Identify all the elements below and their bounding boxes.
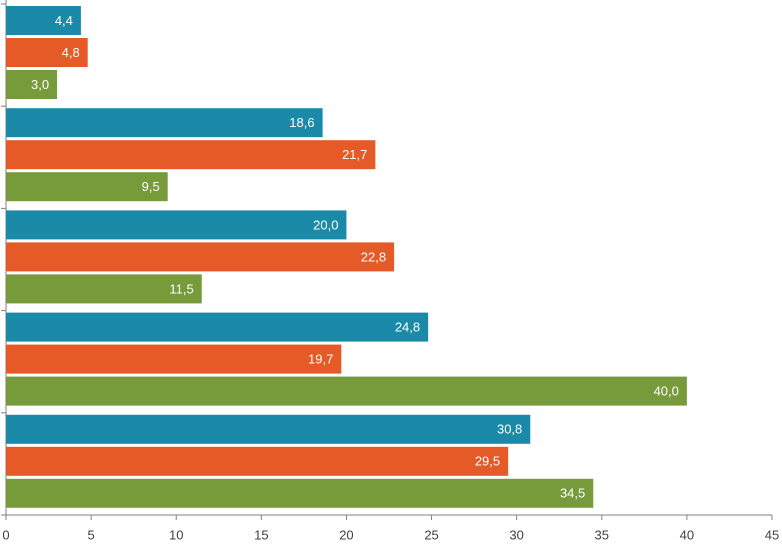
x-tick-label: 25 (424, 527, 438, 542)
value-label: 30,8 (497, 422, 522, 437)
value-label: 29,5 (475, 454, 500, 469)
value-label: 40,0 (654, 384, 679, 399)
x-tick-label: 20 (339, 527, 353, 542)
value-label: 11,5 (169, 281, 193, 296)
x-tick-label: 0 (2, 527, 9, 542)
value-label: 24,8 (395, 320, 420, 335)
bar (6, 210, 347, 240)
x-tick-label: 15 (254, 527, 268, 542)
bar (6, 344, 342, 374)
bar (6, 242, 395, 272)
x-tick-label: 5 (87, 527, 94, 542)
bar (6, 414, 531, 444)
bar (6, 38, 88, 67)
value-label: 19,7 (308, 352, 333, 367)
x-tick-label: 30 (509, 527, 523, 542)
value-label: 22,8 (361, 249, 386, 264)
bar (6, 6, 81, 35)
bar (6, 108, 323, 138)
value-label: 4,4 (55, 13, 73, 28)
value-label: 20,0 (313, 217, 338, 232)
value-label: 9,5 (142, 179, 160, 194)
value-label: 3,0 (31, 77, 49, 92)
value-label: 21,7 (342, 147, 367, 162)
x-tick-label: 40 (680, 527, 694, 542)
x-tick-label: 35 (595, 527, 609, 542)
bar (6, 140, 376, 170)
x-tick-label: 10 (169, 527, 183, 542)
bar (6, 446, 509, 476)
bar (6, 274, 202, 304)
bar (6, 478, 594, 508)
x-tick-label: 45 (765, 527, 779, 542)
value-label: 4,8 (62, 45, 80, 60)
bar (6, 70, 58, 99)
value-label: 18,6 (289, 115, 314, 130)
bar (6, 376, 687, 406)
bar (6, 172, 168, 202)
bar (6, 312, 429, 342)
value-label: 34,5 (560, 486, 585, 501)
